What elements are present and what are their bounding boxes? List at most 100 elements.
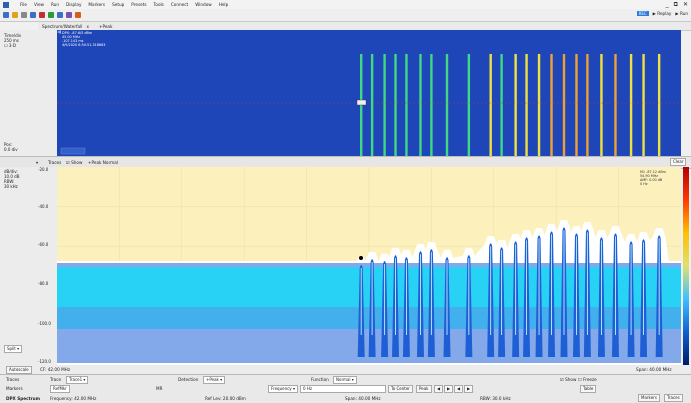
three-d-checkbox[interactable]: ☐ 3-D [4, 43, 16, 48]
dbdiv-value[interactable]: 10.0 dB [4, 174, 20, 179]
spectrogram-carrier-line [405, 54, 408, 156]
measurement-mode: DPX Spectrum [6, 396, 40, 401]
freeze-checkbox[interactable]: ☐ Freeze [578, 377, 597, 382]
traces-button[interactable]: Traces [664, 394, 683, 402]
run-controls: REC ▶ Replay ▶ Run [636, 11, 688, 16]
spectrogram-overview-thumb[interactable] [60, 147, 86, 155]
spectrogram-carriers [360, 54, 661, 156]
spectrogram-readout: DPX: -87.6/5 dBm 45.00 MHz -107.143 ms 4… [62, 31, 106, 47]
autoscale-button[interactable]: Autoscale [6, 366, 32, 374]
markers-button[interactable]: Markers [638, 394, 660, 402]
marker-dot[interactable] [359, 256, 363, 260]
menu-run[interactable]: Run [50, 2, 59, 7]
close-icon[interactable]: ✕ [682, 1, 688, 8]
spectrum-plot[interactable] [57, 167, 681, 365]
replay-button[interactable]: ▶ Replay [652, 11, 672, 16]
live-button[interactable]: REC [636, 11, 649, 16]
menu-tools[interactable]: Tools [153, 2, 164, 7]
trace-select[interactable]: Trace1 ▾ [66, 376, 89, 384]
menu-presets[interactable]: Presets [131, 2, 147, 7]
y-tick: -60.0 [38, 242, 49, 247]
right-peak-icon[interactable]: ▶ [464, 385, 474, 393]
pos-label: Pos: [4, 142, 13, 147]
spectrogram-carrier-line [614, 54, 617, 156]
clear-button[interactable]: Clear [670, 158, 687, 166]
units-select[interactable]: Split ▾ [4, 345, 23, 353]
window-controls: _ ⧉ ✕ [666, 1, 688, 9]
tab-close-icon[interactable]: x [86, 23, 89, 29]
minimize-icon[interactable]: _ [665, 1, 669, 8]
undo-icon[interactable] [21, 12, 27, 18]
open-icon[interactable] [12, 12, 18, 18]
peak-button[interactable]: Peak [416, 385, 432, 393]
function-select[interactable]: Normal ▾ [333, 376, 357, 384]
trace-dropdown-icon[interactable]: ▾ [36, 160, 39, 165]
spectrogram-carrier-line [586, 54, 589, 156]
to-center-button[interactable]: To Center [388, 385, 413, 393]
y-tick: -20.0 [38, 167, 49, 172]
show-checkbox[interactable]: ☑ Show [66, 160, 83, 165]
trace-name: +Peak Normal [88, 160, 118, 165]
menu-window[interactable]: Window [195, 2, 212, 7]
tab-spectrum-waterfall[interactable]: Spectrum/Waterfall [42, 23, 83, 29]
spectrogram-carrier-line [370, 54, 374, 156]
spectrogram-top-marker-icon[interactable] [57, 30, 61, 34]
prev-peak-icon[interactable]: ◀ [434, 385, 444, 393]
spectrogram-carrier-line [514, 54, 517, 156]
show-trace-checkbox[interactable]: ☑ Show [560, 377, 577, 382]
menu-file[interactable]: File [20, 2, 28, 7]
time-div-value[interactable]: 250 ms [4, 38, 19, 43]
menu-display[interactable]: Display [65, 2, 82, 7]
pos-value[interactable]: 0.0 div [4, 147, 18, 152]
layout-icon[interactable] [75, 12, 81, 18]
status-ref-level[interactable]: Ref Lev: 20.00 dBm [205, 396, 246, 401]
menu-setup[interactable]: Setup [112, 2, 125, 7]
span-readout: Span: 40.00 MHz [636, 367, 672, 372]
toolbar [0, 9, 691, 22]
traces-label: Traces [6, 377, 20, 382]
spectrogram-view[interactable] [57, 30, 681, 156]
spectrogram-carrier-line [394, 54, 397, 156]
spectrogram-carrier-line [383, 54, 386, 156]
menu-markers[interactable]: Markers [88, 2, 106, 7]
time-div-label: Time/div [4, 33, 22, 38]
restore-icon[interactable]: ⧉ [673, 1, 678, 8]
carrier-peaks [357, 227, 663, 357]
dbdiv-label: dB/div: [4, 169, 18, 174]
spectrogram-carrier-line [642, 54, 645, 156]
y-tick: -80.0 [38, 281, 49, 286]
new-icon[interactable] [3, 12, 9, 18]
settings-icon[interactable] [48, 12, 54, 18]
run-button[interactable]: ▶ Run [675, 11, 688, 16]
rbw-value[interactable]: 30 kHz [4, 184, 18, 189]
marker-frequency-field[interactable]: 0 Hz [300, 385, 386, 393]
spectrogram-carrier-line [430, 54, 433, 156]
spectrogram-marker[interactable] [356, 99, 367, 106]
frequency-select[interactable]: Frequency ▾ [268, 385, 298, 393]
spectrogram-carrier-line [500, 54, 503, 156]
marker-icon[interactable] [57, 12, 63, 18]
status-frequency[interactable]: Frequency: 42.00 MHz [50, 396, 97, 401]
detection-label: Detection [178, 377, 199, 382]
spectrogram-carrier-line [467, 54, 471, 156]
menu-help[interactable]: Help [218, 2, 229, 7]
ref-marker-field[interactable]: RefMkr [50, 385, 70, 393]
spectrogram-carrier-line [419, 54, 422, 156]
next-peak-icon[interactable]: ▶ [444, 385, 454, 393]
save-icon[interactable] [30, 12, 36, 18]
marker-id-value: MR [156, 386, 163, 391]
spectrogram-carrier-line [657, 54, 661, 156]
spectrogram-carrier-line [489, 54, 492, 156]
tab-peak[interactable]: +Peak [98, 23, 113, 29]
status-span[interactable]: Span: 40.00 MHz [345, 396, 381, 401]
menu-view[interactable]: View [34, 2, 44, 7]
detection-select[interactable]: +Peak ▾ [203, 376, 226, 384]
left-peak-icon[interactable]: ◀ [454, 385, 464, 393]
spectrogram-side-panel: Time/div 250 ms ☐ 3-D Pos: 0.0 div [0, 30, 57, 156]
print-icon[interactable] [39, 12, 45, 18]
frequency-axis-bar: Autoscale CF: 42.00 MHz Span: 40.00 MHz [0, 365, 691, 374]
preset-icon[interactable] [66, 12, 72, 18]
menu-connect[interactable]: Connect [170, 2, 189, 7]
status-rbw[interactable]: RBW: 30.0 kHz [480, 396, 511, 401]
table-button[interactable]: Table [580, 385, 597, 393]
